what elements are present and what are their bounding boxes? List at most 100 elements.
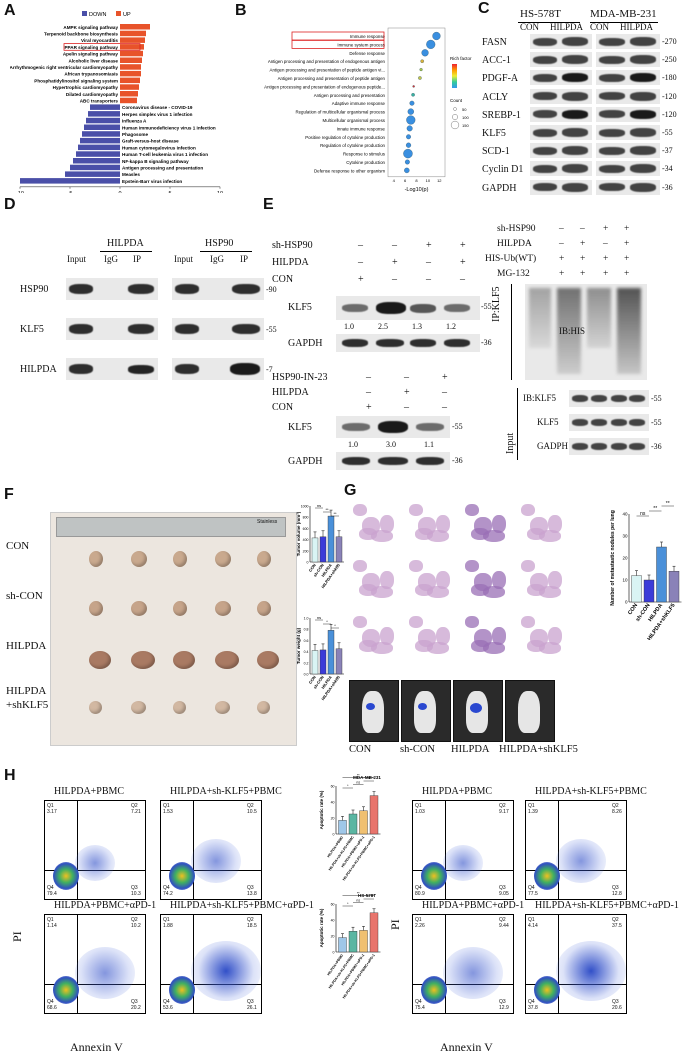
- quadrant-label: Q4: [47, 885, 54, 891]
- protein-band: [444, 304, 470, 312]
- flow-title: HILPDA+sh-KLF5+PBMC: [535, 786, 647, 797]
- tumor: [131, 551, 147, 567]
- point: [418, 76, 422, 80]
- blot-strip: [172, 278, 264, 300]
- x-tick-label: 4: [393, 178, 396, 183]
- bar: [643, 579, 655, 603]
- quadrant-value: 26.1: [247, 1005, 257, 1011]
- bar-label: Antigen processing and presentation: [122, 166, 203, 171]
- bar-label: Human cytomegalovirus infection: [122, 145, 196, 150]
- panel-d-coip: HILPDA HSP90 Input IgG IP Input IgG IP H…: [0, 210, 280, 470]
- bar: [338, 937, 347, 953]
- band-quant: 2.5: [378, 322, 388, 331]
- condition-mark: +: [426, 240, 432, 251]
- legend-title: Rich factor: [450, 56, 472, 61]
- significance-label: **: [325, 507, 329, 512]
- significance-label: *: [347, 784, 349, 788]
- protein-band: [611, 419, 627, 426]
- apoptosis-chart-mda: 0204060HILPDA+PBMCHILPDA+sh-KLF5+PBMCHIL…: [319, 774, 381, 882]
- protein-band: [533, 183, 557, 192]
- bar-label: Hypertrophic cardiomyopathy: [53, 85, 119, 90]
- significance-label: ns: [640, 511, 646, 517]
- blot-strip: [66, 278, 158, 300]
- bar: [120, 50, 143, 57]
- blot-strip: [569, 414, 649, 431]
- bar: [668, 570, 680, 603]
- blot-strip: [530, 179, 592, 195]
- event-cloud: [53, 975, 79, 1004]
- significance-label: ns: [356, 781, 360, 785]
- ivis-image: [453, 680, 503, 742]
- tumor: [131, 601, 147, 616]
- quadrant-value: 20.6: [612, 1005, 622, 1011]
- condition-label: sh-HSP90: [497, 224, 536, 234]
- row-label: CON: [6, 540, 30, 552]
- quadrant-label: Q3: [612, 885, 619, 891]
- lung-section: [521, 616, 565, 660]
- protein-band: [572, 395, 588, 402]
- y-tick-label: 0: [307, 561, 309, 565]
- condition-mark: –: [358, 257, 363, 268]
- panel-label-g: G: [344, 482, 357, 499]
- quadrant-label: Q4: [528, 885, 535, 891]
- bar: [120, 77, 140, 84]
- tumor: [257, 551, 271, 567]
- tissue-lobe: [409, 560, 423, 572]
- bracket: [517, 388, 518, 460]
- x-axis-label: -Log10(p): [405, 187, 429, 192]
- flow-title: HILPDA+sh-KLF5+PBMC: [170, 786, 282, 797]
- term-label: Positive regulation of cytokine producti…: [305, 135, 385, 140]
- point: [412, 85, 415, 88]
- quadrant-label: Q1: [528, 917, 535, 923]
- significance-label: **: [367, 777, 370, 781]
- row-label: HILPDA: [6, 640, 47, 652]
- lung-section: [353, 616, 397, 660]
- significance-label: *: [368, 895, 370, 899]
- significance-label: **: [357, 892, 360, 896]
- protein-band: [533, 92, 557, 101]
- protein-band: [591, 419, 607, 426]
- protein-band: [562, 73, 588, 83]
- blot-strip: [596, 52, 660, 68]
- category-label: CON: [308, 563, 317, 573]
- condition-mark: +: [624, 269, 630, 279]
- blot-strip: [336, 296, 480, 320]
- quadrant-value: 8.26: [612, 809, 622, 815]
- mw-marker: -55: [481, 302, 492, 311]
- bar: [120, 44, 144, 50]
- tumor-volume-chart: 02004006008001000CONsh-CONHILPDAHILPDA+s…: [296, 503, 344, 589]
- mw-marker: -37: [662, 146, 673, 156]
- tissue-lobe: [548, 515, 562, 533]
- protein-band: [629, 443, 645, 450]
- protein-band: [69, 364, 93, 374]
- band-quant: 1.1: [424, 440, 434, 449]
- quadrant-label: Q2: [612, 917, 619, 923]
- protein-band: [378, 421, 408, 433]
- point: [419, 68, 423, 72]
- protein-band: [630, 164, 656, 174]
- bioluminescence-signal: [418, 703, 427, 710]
- legend-swatch-up: [116, 11, 121, 16]
- significance-label: ns: [356, 899, 360, 903]
- x-tick-label: 5: [168, 191, 171, 193]
- protein-label: GAPDH: [288, 456, 323, 467]
- color-scale: [452, 64, 457, 88]
- tumor: [89, 651, 111, 669]
- tissue-lobe: [548, 571, 562, 589]
- bar: [359, 810, 368, 835]
- bar-label: African trypanosomiasis: [64, 72, 118, 77]
- bar: [76, 151, 120, 157]
- protein-label: GADPH: [537, 441, 569, 451]
- bar: [327, 630, 335, 675]
- protein-band: [175, 364, 199, 374]
- bar: [120, 70, 141, 77]
- input-label: Input: [505, 432, 516, 454]
- y-tick-label: 0.6: [304, 639, 309, 643]
- tumor: [131, 701, 146, 714]
- group-label: HILPDA: [107, 238, 144, 249]
- lung-section: [409, 504, 453, 548]
- flow-title: HILPDA+PBMC: [422, 786, 493, 797]
- bar: [311, 537, 319, 563]
- y-tick-label: 40: [331, 919, 335, 923]
- quadrant-value: 10.2: [131, 923, 141, 929]
